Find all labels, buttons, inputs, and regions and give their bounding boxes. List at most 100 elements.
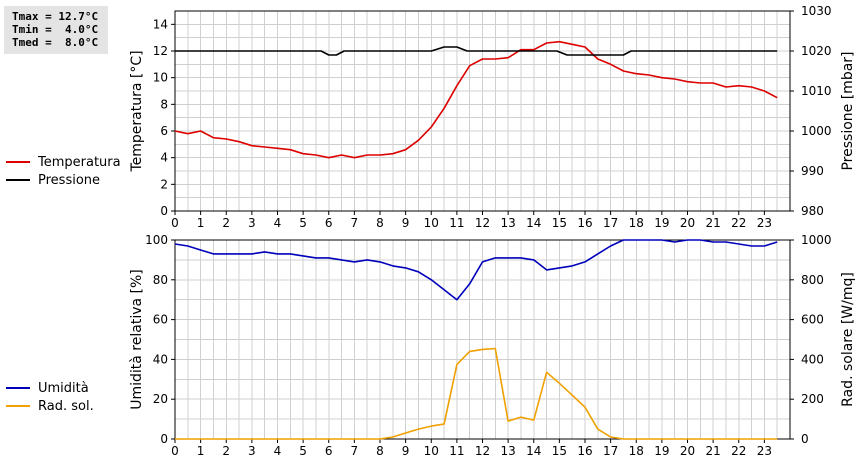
bottom-x-tick-label: 20	[680, 444, 695, 458]
bottom-x-tick-label: 5	[299, 444, 307, 458]
bottom-y2-tick-label: 800	[801, 273, 824, 287]
legend-swatch-humidity	[6, 387, 30, 389]
top-y2-tick-label: 1010	[801, 84, 832, 98]
bottom-x-tick-label: 9	[402, 444, 410, 458]
legend-item-temperature: Temperatura	[6, 153, 121, 171]
top-y-tick-label: 0	[160, 204, 168, 218]
legend-label-solar: Rad. sol.	[38, 398, 94, 414]
top-x-tick-label: 15	[552, 216, 567, 230]
legend-swatch-solar	[6, 405, 30, 407]
top-y2-tick-label: 1020	[801, 44, 832, 58]
top-x-tick-label: 10	[424, 216, 439, 230]
bottom-y-tick-label: 0	[160, 432, 168, 446]
bottom-panel: 0 1 2 3 4 5 6 7 8 9 10 11 12 13 14 15 16 17 18 19 20 21 22 2302…	[129, 233, 856, 458]
top-x-tick-label: 17	[603, 216, 618, 230]
bottom-x-tick-label: 22	[731, 444, 746, 458]
top-y2-tick-label: 1030	[801, 4, 832, 18]
top-y-tick-label: 14	[153, 17, 168, 31]
top-x-tick-label: 20	[680, 216, 695, 230]
bottom-x-tick-label: 6	[325, 444, 333, 458]
bottom-y-tick-label: 60	[153, 313, 168, 327]
top-panel: 0 1 2 3 4 5 6 7 8 9 10 11 12 13 14 15 16 17 18 19 20 21 22 2302…	[129, 4, 856, 230]
bottom-x-tick-label: 11	[449, 444, 464, 458]
top-x-tick-label: 21	[705, 216, 720, 230]
top-series-temperatura	[174, 40, 778, 159]
bottom-x-tick-label: 18	[629, 444, 644, 458]
top-x-tick-label: 11	[449, 216, 464, 230]
bottom-x-tick-label: 23	[757, 444, 772, 458]
top-x-tick-label: 1	[197, 216, 205, 230]
bottom-y2-axis-title: Rad. solare [W/mq]	[840, 272, 856, 407]
bottom-x-tick-label: 2	[222, 444, 230, 458]
bottom-x-tick-label: 19	[654, 444, 669, 458]
legend-item-solar: Rad. sol.	[6, 397, 94, 415]
bottom-x-tick-label: 17	[603, 444, 618, 458]
bottom-x-tick-label: 13	[500, 444, 515, 458]
top-x-tick-label: 9	[402, 216, 410, 230]
bottom-y-tick-label: 80	[153, 273, 168, 287]
top-series-pressione	[175, 46, 778, 56]
bottom-x-tick-label: 8	[376, 444, 384, 458]
top-x-tick-label: 6	[325, 216, 333, 230]
legend-label-humidity: Umidità	[38, 380, 89, 396]
legend-top: Temperatura Pressione	[6, 153, 121, 189]
bottom-y2-tick-label: 0	[801, 432, 809, 446]
top-y-tick-label: 4	[160, 151, 168, 165]
bottom-x-tick-label: 3	[248, 444, 256, 458]
top-x-tick-label: 16	[577, 216, 592, 230]
top-y2-tick-label: 1000	[801, 124, 832, 138]
top-x-tick-label: 2	[222, 216, 230, 230]
bottom-y2-tick-label: 1000	[801, 233, 832, 247]
bottom-x-tick-label: 14	[526, 444, 541, 458]
bottom-x-tick-label: 1	[197, 444, 205, 458]
bottom-series-rad-sol	[175, 347, 778, 440]
top-x-tick-label: 7	[351, 216, 359, 230]
top-y-axis-title: Temperatura [°C]	[129, 50, 145, 172]
legend-item-pressure: Pressione	[6, 171, 121, 189]
legend-swatch-temperature	[6, 161, 30, 163]
bottom-y-tick-label: 20	[153, 392, 168, 406]
bottom-x-tick-label: 10	[424, 444, 439, 458]
top-y2-tick-label: 990	[801, 164, 824, 178]
bottom-x-tick-label: 15	[552, 444, 567, 458]
legend-label-temperature: Temperatura	[38, 154, 121, 170]
top-x-tick-label: 13	[500, 216, 515, 230]
top-y-tick-label: 8	[160, 97, 168, 111]
bottom-x-tick-label: 4	[274, 444, 282, 458]
bottom-y-tick-label: 100	[145, 233, 168, 247]
top-y-tick-label: 12	[153, 44, 168, 58]
bottom-x-tick-label: 0	[171, 444, 179, 458]
top-y2-axis-title: Pressione [mbar]	[840, 51, 856, 170]
top-x-tick-label: 0	[171, 216, 179, 230]
bottom-series-umidit	[174, 239, 778, 301]
bottom-y2-tick-label: 200	[801, 392, 824, 406]
bottom-y2-tick-label: 600	[801, 313, 824, 327]
top-x-tick-label: 19	[654, 216, 669, 230]
legend-item-humidity: Umidità	[6, 379, 94, 397]
tmed-stat: Tmed = 8.0°C	[12, 36, 99, 49]
top-x-tick-label: 18	[629, 216, 644, 230]
top-x-tick-label: 3	[248, 216, 256, 230]
tmax-stat: Tmax = 12.7°C	[12, 10, 99, 23]
bottom-y-axis-title: Umidità relativa [%]	[129, 269, 145, 410]
legend-swatch-pressure	[6, 179, 30, 181]
bottom-x-tick-label: 16	[577, 444, 592, 458]
legend-label-pressure: Pressione	[38, 172, 101, 188]
tmin-stat: Tmin = 4.0°C	[12, 23, 99, 36]
top-x-tick-label: 12	[475, 216, 490, 230]
top-x-tick-label: 5	[299, 216, 307, 230]
bottom-y2-tick-label: 400	[801, 352, 824, 366]
bottom-x-tick-label: 7	[351, 444, 359, 458]
top-x-tick-label: 8	[376, 216, 384, 230]
top-y2-tick-label: 980	[801, 204, 824, 218]
top-y-tick-label: 6	[160, 124, 168, 138]
top-x-tick-label: 4	[274, 216, 282, 230]
top-x-tick-label: 23	[757, 216, 772, 230]
bottom-x-tick-label: 12	[475, 444, 490, 458]
top-x-tick-label: 14	[526, 216, 541, 230]
bottom-x-tick-label: 21	[705, 444, 720, 458]
stats-box: Tmax = 12.7°C Tmin = 4.0°C Tmed = 8.0°C	[4, 6, 108, 54]
top-y-tick-label: 10	[153, 71, 168, 85]
bottom-y-tick-label: 40	[153, 352, 168, 366]
